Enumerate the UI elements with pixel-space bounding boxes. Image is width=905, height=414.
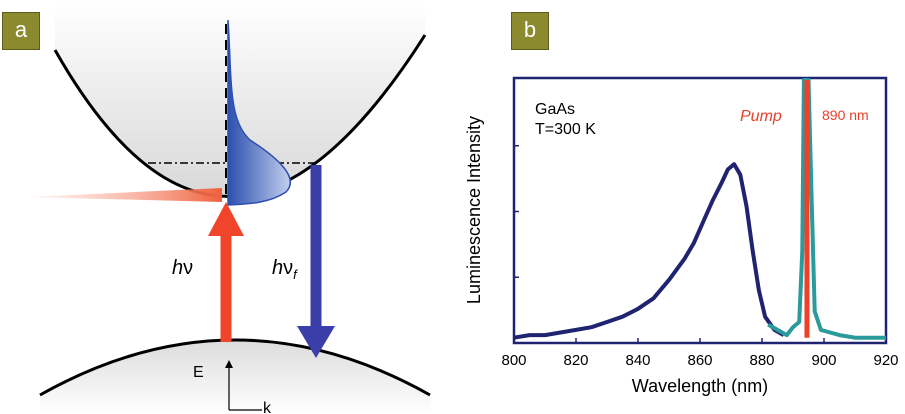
temperature-annotation: T=300 K	[535, 121, 596, 138]
valence-band-fill	[40, 340, 430, 414]
material-annotation: GaAs	[535, 101, 575, 118]
panel-b-tag: b	[511, 12, 549, 50]
x-tick-label: 840	[625, 352, 650, 369]
x-tick-label: 880	[749, 352, 774, 369]
pump-beam	[28, 188, 222, 202]
x-tick-label: 900	[811, 352, 836, 369]
y-axis-label: Luminescence Intensity	[464, 116, 484, 304]
band-diagram: hν hνf E k	[28, 0, 431, 414]
series-group	[513, 78, 886, 340]
carrier-distribution	[227, 19, 292, 206]
x-tick-label: 860	[687, 352, 712, 369]
spectrum-chart: 800 820 840 860 880 900 920 GaAs T=300 K Pump …	[464, 76, 899, 396]
momentum-axis-label: k	[263, 400, 272, 414]
valence-band-curve	[39, 338, 431, 397]
pump-label: Pump	[740, 108, 782, 125]
pump-wavelength-label: 890 nm	[822, 107, 869, 123]
x-tick-label: 820	[563, 352, 588, 369]
x-axis-label: Wavelength (nm)	[632, 376, 768, 396]
x-tick-label: 800	[501, 352, 526, 369]
luminescence-spectrum-line	[513, 162, 785, 340]
emission-arrow-head	[297, 326, 335, 358]
excitation-label: hν	[172, 257, 193, 279]
x-ticks: 800 820 840 860 880 900 920	[501, 338, 899, 369]
axes-indicator: E k	[193, 360, 272, 414]
x-tick-label: 920	[873, 352, 898, 369]
emission-label: hνf	[272, 257, 298, 282]
y-ticks	[514, 145, 519, 278]
panel-a-tag: a	[2, 12, 40, 50]
excitation-arrow-head	[208, 202, 244, 236]
energy-axis-label: E	[193, 364, 204, 381]
